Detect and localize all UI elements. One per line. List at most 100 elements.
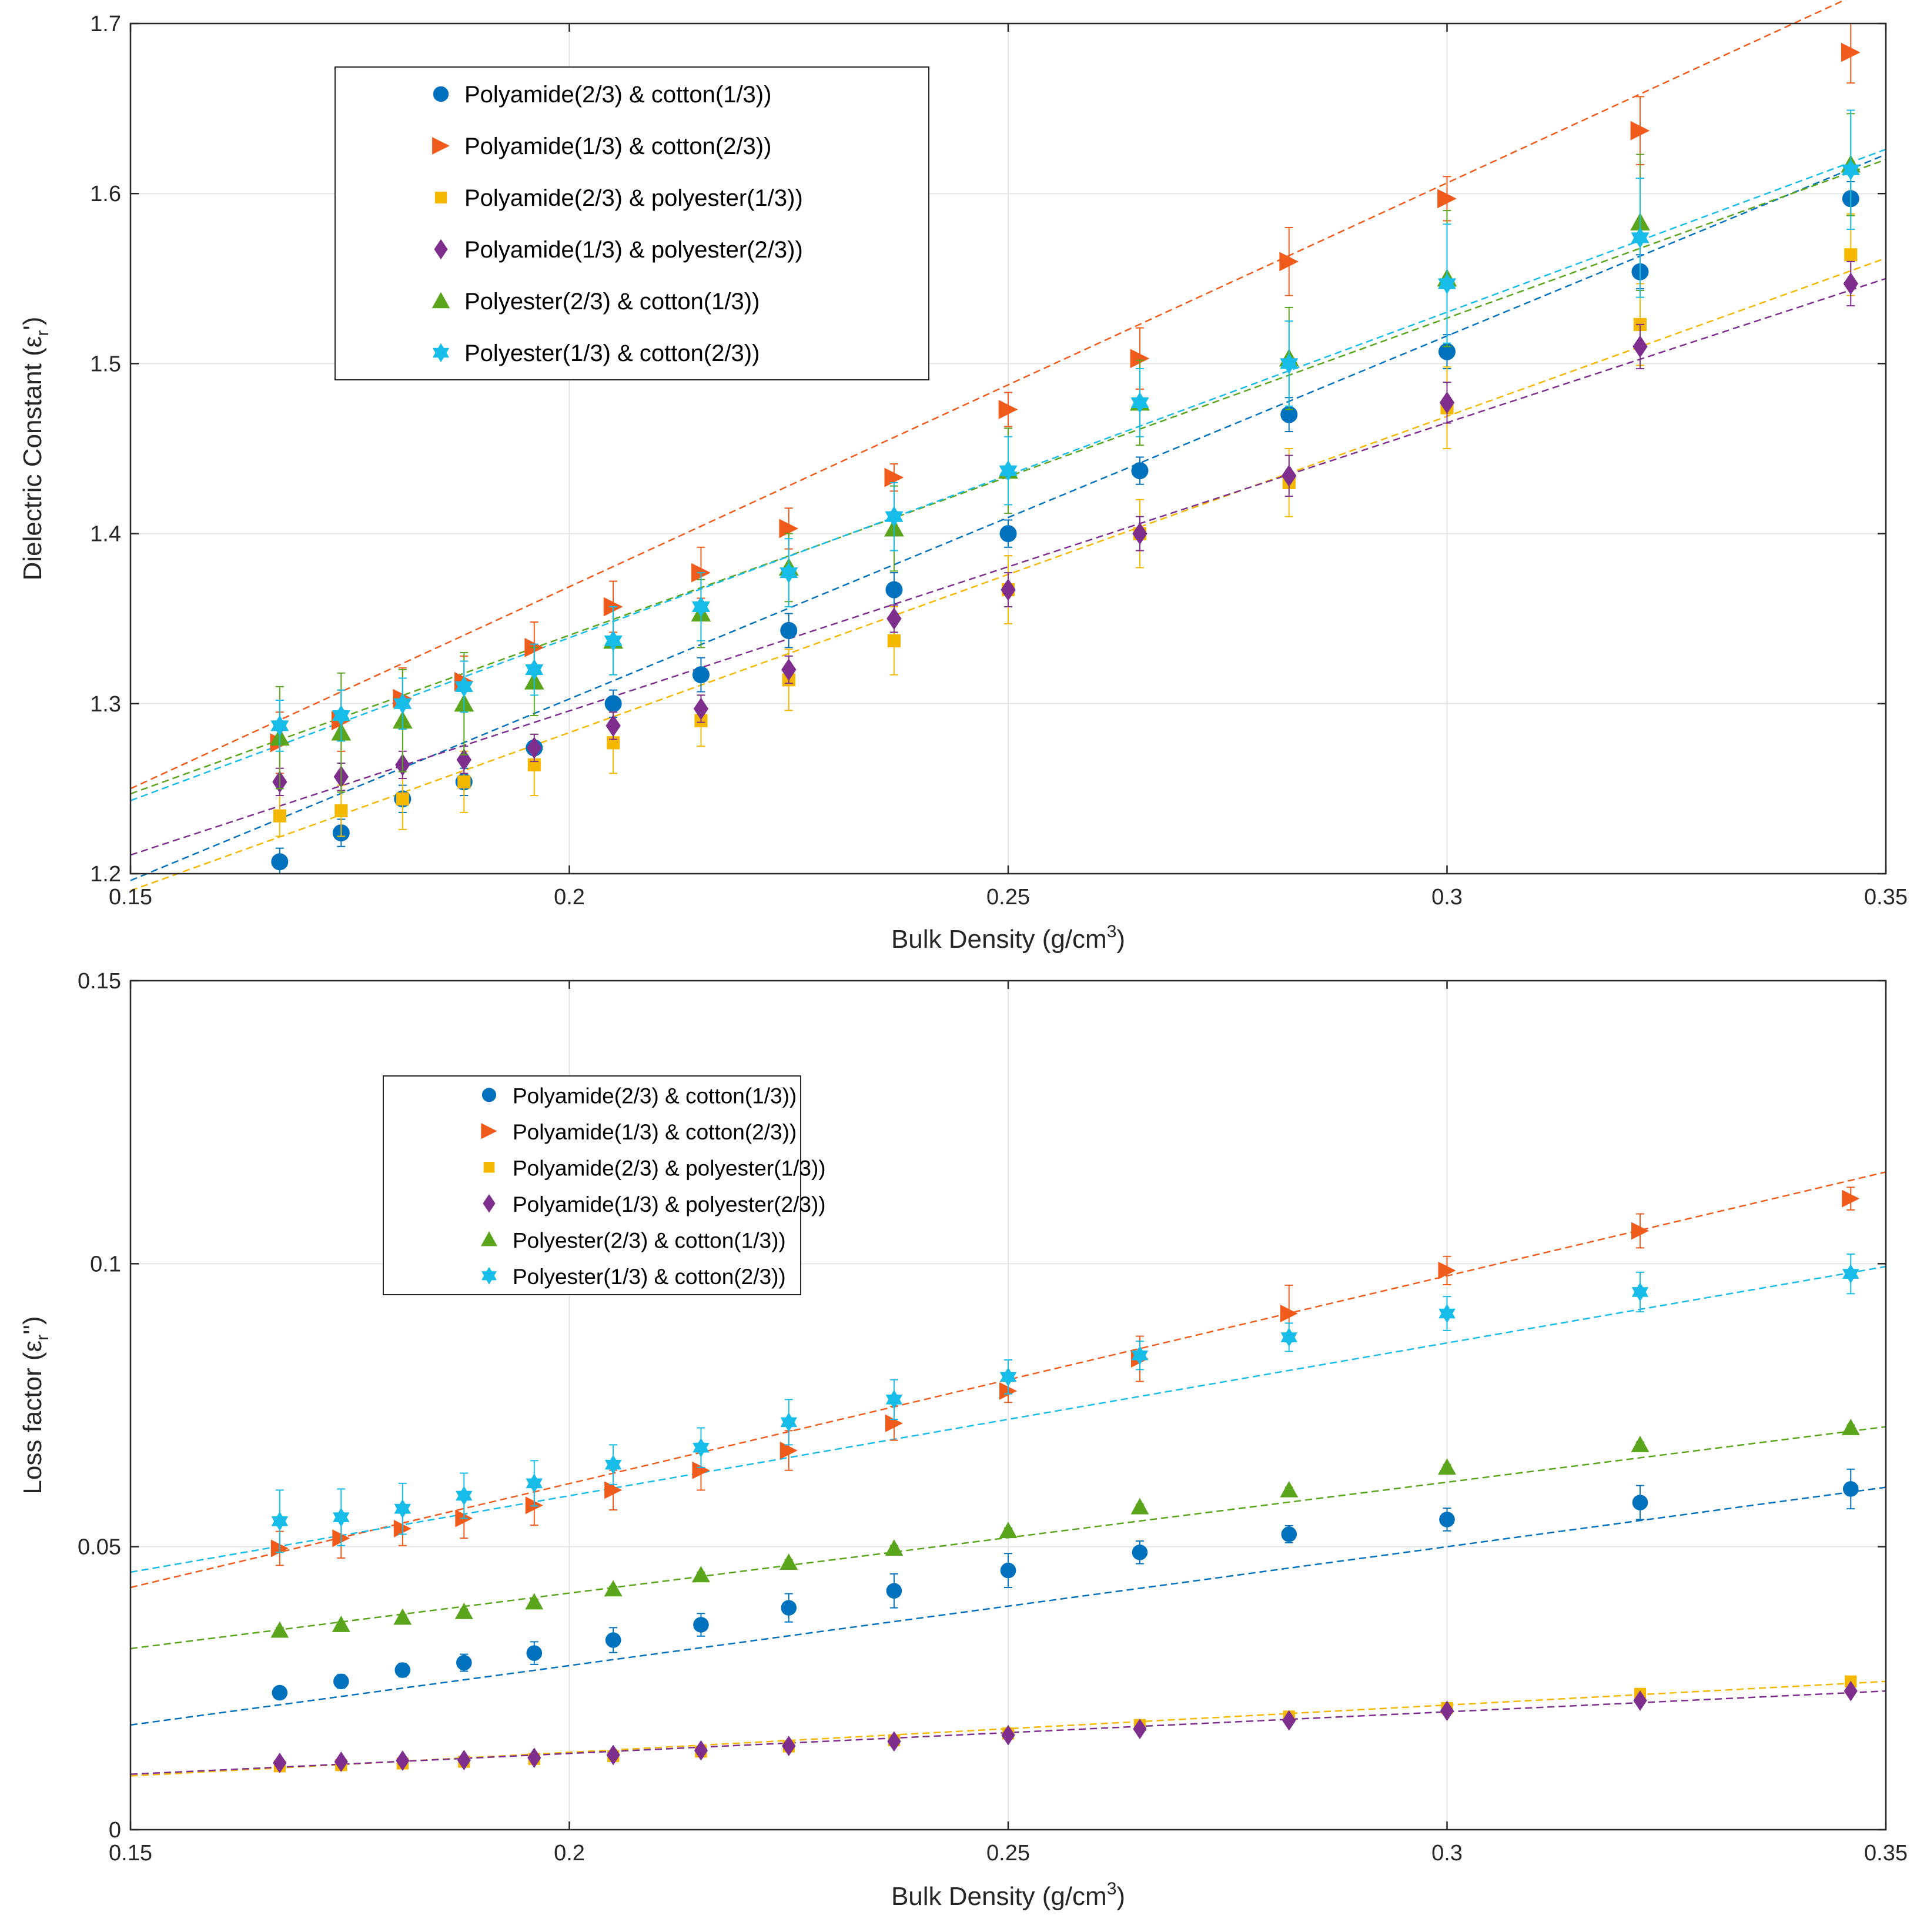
y-tick-label: 1.5: [90, 352, 121, 376]
data-point: [396, 1750, 410, 1771]
data-point: [1841, 1419, 1860, 1435]
data-point: [781, 1600, 797, 1616]
data-point: [1439, 391, 1455, 414]
data-point: [334, 1751, 348, 1772]
data-point: [1842, 1189, 1860, 1208]
data-point: [1438, 1458, 1456, 1475]
data-point: [886, 1583, 902, 1599]
data-point: [1280, 1328, 1297, 1347]
legend-marker: [483, 1194, 496, 1213]
data-point: [1842, 1481, 1859, 1497]
data-point: [999, 1522, 1018, 1539]
data-point: [1131, 462, 1149, 480]
data-point: [456, 1486, 473, 1506]
data-point: [1632, 335, 1648, 358]
data-point: [333, 1673, 349, 1690]
data-point: [885, 1414, 903, 1432]
data-point: [1132, 1544, 1148, 1560]
data-point: [393, 693, 412, 714]
data-point: [999, 525, 1017, 543]
data-point: [606, 1744, 620, 1766]
x-tick-label: 0.2: [554, 1841, 585, 1866]
data-point: [1633, 1690, 1647, 1711]
data-point: [456, 1654, 472, 1671]
data-point: [1631, 1435, 1650, 1452]
data-point: [1437, 189, 1457, 209]
legend-entry: Polyester(1/3) & cotton(2/3)): [513, 1265, 786, 1289]
data-point: [885, 581, 903, 599]
x-tick-label: 0.25: [986, 885, 1030, 910]
data-point: [272, 1684, 288, 1701]
data-point: [332, 1616, 350, 1632]
data-point: [885, 1389, 903, 1409]
data-point: [1279, 252, 1299, 272]
data-point: [694, 1740, 708, 1761]
data-point: [1131, 1345, 1149, 1365]
x-tick-label: 0.35: [1864, 1841, 1908, 1866]
legend-box: [334, 66, 929, 380]
y-tick-label: 1.4: [90, 522, 121, 547]
x-tick-label: 0.15: [109, 885, 152, 910]
y-tick-label: 0.1: [90, 1252, 121, 1276]
data-point: [273, 1752, 287, 1773]
loss-factor-chart: 0.15 0.2 0.25 0.3 0.35 0 0.05 0.1 0.15 Bulk Densi…: [18, 969, 1908, 1911]
data-point: [271, 853, 289, 871]
data-point: [604, 695, 622, 713]
data-point: [1438, 1303, 1456, 1323]
data-point: [887, 1731, 901, 1752]
legend-marker: [432, 343, 450, 363]
x-axis-label: Bulk Density (g/cm3): [891, 922, 1125, 954]
legend-entry: Polyamide(2/3) & cotton(1/3)): [464, 82, 771, 108]
legend-entry: Polyester(2/3) & cotton(1/3)): [513, 1228, 786, 1252]
series-4: [270, 1419, 1860, 1638]
data-point: [1280, 1305, 1298, 1323]
data-point: [691, 596, 710, 617]
data-point: [270, 715, 289, 737]
data-point: [780, 1412, 797, 1432]
y-tick-label: 1.7: [90, 12, 121, 36]
data-point: [1630, 121, 1650, 141]
legend-marker: [480, 1231, 498, 1246]
data-point: [396, 792, 409, 805]
legend-marker: [481, 1088, 497, 1102]
data-point: [1281, 1526, 1297, 1542]
data-point: [1282, 464, 1297, 487]
data-point: [692, 1438, 710, 1458]
legend-entry: Polyester(1/3) & cotton(2/3)): [464, 340, 760, 366]
data-point: [271, 1511, 289, 1531]
data-point: [1841, 159, 1860, 181]
data-point: [1130, 1498, 1149, 1515]
y-tick-label: 0.05: [78, 1535, 121, 1560]
data-point: [1439, 1512, 1455, 1527]
fit-line-3: [130, 278, 1886, 856]
data-point: [1438, 273, 1456, 295]
data-point: [1440, 1700, 1454, 1722]
legend-entry: Polyamide(1/3) & cotton(2/3)): [513, 1120, 797, 1144]
legend-entry: Polyamide(2/3) & cotton(1/3)): [513, 1084, 797, 1108]
data-point: [886, 607, 902, 630]
data-point: [270, 1621, 289, 1638]
data-point: [1282, 1710, 1296, 1731]
data-point: [454, 1602, 473, 1619]
data-point: [1632, 1495, 1648, 1510]
legend-entry: Polyamide(1/3) & polyester(2/3)): [464, 237, 803, 263]
data-point: [604, 1455, 622, 1475]
data-point: [527, 736, 542, 759]
x-axis-label: Bulk Density (g/cm3): [891, 1879, 1125, 1911]
data-point: [1130, 349, 1150, 369]
data-point: [332, 705, 350, 726]
series-5: [270, 109, 1860, 752]
data-point: [1132, 522, 1147, 545]
legend-marker: [434, 239, 448, 260]
data-point: [780, 1442, 798, 1460]
data-point: [999, 1367, 1017, 1387]
y-axis-label: Dielectric Constant (εr'): [18, 317, 52, 581]
data-point: [1280, 1480, 1299, 1498]
x-tick-label: 0.15: [109, 1841, 152, 1866]
x-tick-label: 0.3: [1431, 1841, 1463, 1866]
legend: Polyamide(2/3) & cotton(1/3)) Polyamide(1…: [383, 1075, 826, 1295]
series-0: [272, 1468, 1859, 1701]
legend-marker: [434, 191, 447, 204]
legend-marker: [483, 1162, 495, 1173]
data-point: [1843, 272, 1858, 295]
